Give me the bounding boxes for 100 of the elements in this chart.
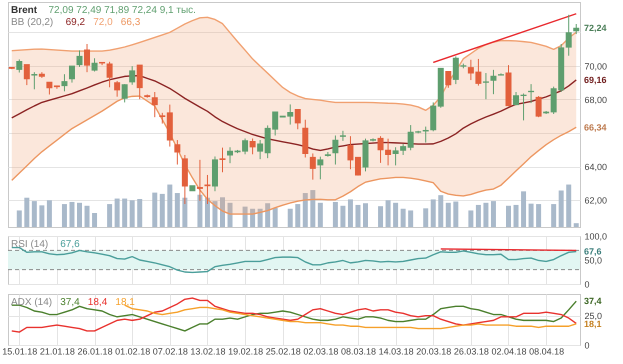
text: 69,2 <box>66 17 86 28</box>
y-tick-label: 50,0 <box>584 256 602 266</box>
bar <box>174 193 180 227</box>
bar <box>258 208 263 227</box>
bar <box>566 184 572 227</box>
data-label: 37,4 <box>584 296 602 306</box>
x-tick-label: 01.02.18 <box>115 346 150 356</box>
bar <box>69 202 74 227</box>
bar <box>228 202 233 227</box>
x-tick-label: 08.03.18 <box>340 346 376 356</box>
bar <box>204 198 210 227</box>
bar <box>250 208 256 227</box>
bar <box>363 203 368 227</box>
legend-title: BB (20,2) <box>11 17 54 28</box>
bar <box>332 202 338 227</box>
x-tick-label: 21.01.18 <box>40 346 75 356</box>
bar <box>242 206 248 227</box>
bar <box>430 199 436 227</box>
bar <box>77 202 82 227</box>
x-tick-label: 02.03.18 <box>303 346 338 356</box>
bar <box>340 206 346 227</box>
bar <box>438 195 444 227</box>
x-tick-label: 15.01.18 <box>2 346 38 356</box>
bar <box>551 204 556 227</box>
bar <box>272 208 278 227</box>
chart-title: Brent <box>11 5 38 16</box>
bar <box>39 205 44 227</box>
bar <box>84 206 90 227</box>
data-label: 66,34 <box>584 122 607 132</box>
bar <box>521 191 526 227</box>
data-label: 67,6 <box>584 246 602 257</box>
candlestick <box>16 58 22 74</box>
candlestick <box>76 50 82 68</box>
text: 72,0 <box>93 17 114 28</box>
line-series <box>124 304 577 330</box>
series-label: 18,4 <box>88 297 108 308</box>
candlestick <box>566 14 572 56</box>
bar <box>506 206 511 227</box>
legend-title: ADX (14) <box>11 297 52 308</box>
series-label: 18,1 <box>115 297 136 308</box>
candlestick <box>31 72 38 90</box>
x-tick-label: 25.02.18 <box>266 346 301 356</box>
bar <box>386 200 391 227</box>
x-tick-label: 26.03.18 <box>454 346 489 356</box>
bar <box>318 202 323 227</box>
bar <box>24 198 30 227</box>
bar <box>220 197 225 227</box>
bar <box>137 198 142 227</box>
y-tick-label: 0 <box>584 280 590 290</box>
chart-subtitle: 72,09 72,49 71,89 72,24 9,1 тыс. <box>48 5 196 16</box>
bar <box>446 202 451 227</box>
bar <box>574 223 579 227</box>
bar <box>16 210 22 227</box>
x-tick-label: 26.01.18 <box>78 346 113 356</box>
x-tick-label: 19.02.18 <box>228 346 264 356</box>
bar <box>536 204 542 227</box>
bar <box>167 184 172 227</box>
bar <box>514 204 519 227</box>
x-tick-label: 07.02.18 <box>152 346 188 356</box>
bar <box>423 208 428 227</box>
x-tick-label: 14.03.18 <box>378 346 414 356</box>
bar <box>490 201 496 227</box>
bar <box>107 204 112 227</box>
bar <box>408 210 414 227</box>
bar <box>182 198 188 227</box>
bar <box>130 200 135 227</box>
candlestick <box>340 130 346 142</box>
x-tick-label: 20.03.18 <box>416 346 452 356</box>
candlestick <box>250 138 256 155</box>
bar <box>197 194 202 227</box>
candlestick <box>24 64 30 86</box>
candlestick <box>294 108 301 130</box>
bar <box>476 204 481 227</box>
candlestick <box>317 156 324 180</box>
text: 72,24 <box>584 23 607 34</box>
bar <box>92 212 98 227</box>
candlestick <box>573 23 580 35</box>
candlestick <box>174 140 180 166</box>
bar <box>483 202 488 227</box>
data-label: 69,16 <box>584 74 607 85</box>
y-tick-label: 100,0 <box>584 232 608 242</box>
x-tick-label: 13.02.18 <box>190 346 226 356</box>
candlestick <box>84 43 90 73</box>
candlestick <box>536 96 542 118</box>
candlestick <box>152 92 158 118</box>
candlestick <box>68 66 75 84</box>
bar <box>265 203 270 227</box>
candlestick <box>114 80 120 98</box>
bar <box>46 200 52 227</box>
bar <box>310 190 316 227</box>
bar <box>348 199 353 227</box>
bar <box>152 192 158 227</box>
bar <box>378 206 384 227</box>
bar <box>528 204 534 227</box>
candlestick <box>61 74 68 92</box>
candlestick <box>220 147 226 173</box>
candlestick <box>482 72 489 100</box>
x-tick-label: 08.04.18 <box>529 346 564 356</box>
text: 66,3 <box>120 17 141 28</box>
bar <box>122 198 128 227</box>
